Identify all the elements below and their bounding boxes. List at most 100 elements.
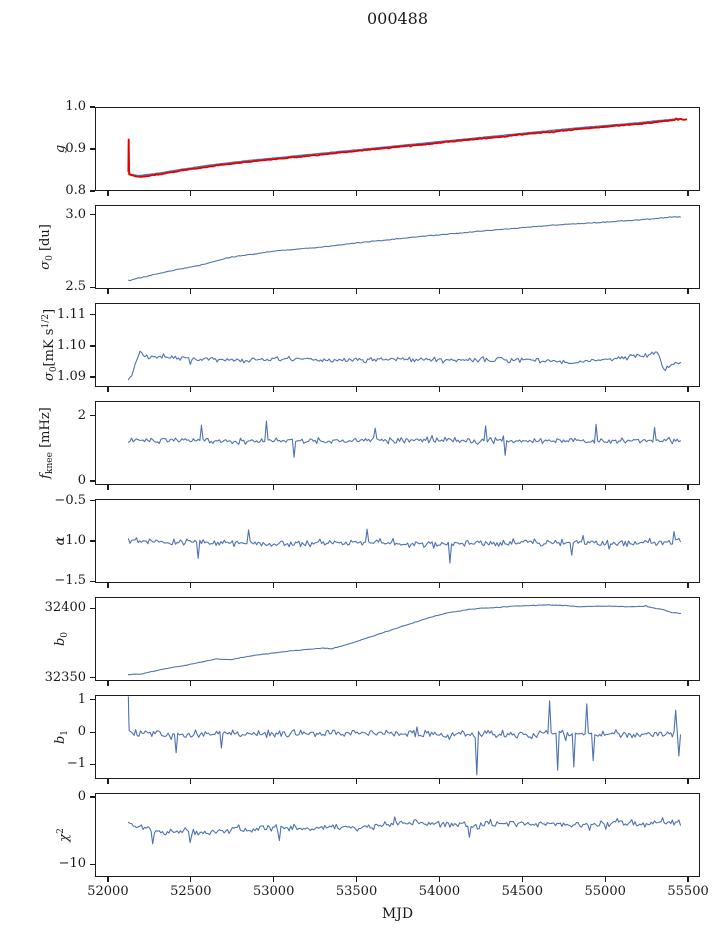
x-tick-mark: [604, 779, 606, 784]
y-tick-mark: [90, 376, 95, 378]
x-tick-mark: [190, 387, 192, 392]
x-tick-mark: [438, 191, 441, 196]
panel-sigma0-mks: [95, 303, 700, 387]
x-axis-label: MJD: [381, 906, 414, 922]
x-tick-mark: [604, 289, 606, 294]
panel-fknee: [95, 401, 700, 485]
y-tick-label: 2.5: [65, 279, 86, 295]
x-tick-mark: [604, 877, 606, 882]
y-tick-mark: [90, 796, 95, 798]
y-tick-label: 32350: [44, 669, 86, 685]
panel-b0: [95, 597, 700, 681]
series-sigma0-du-line: [127, 216, 682, 282]
y-tick-label: −1.5: [54, 573, 86, 589]
x-tick-mark: [190, 485, 192, 490]
x-tick-mark: [355, 387, 358, 392]
plot-area-alpha: [127, 528, 682, 564]
x-tick-mark: [438, 387, 441, 392]
plot-area-chi2: [127, 816, 682, 845]
x-tick-mark: [273, 191, 275, 196]
y-tick-mark: [90, 286, 95, 288]
x-tick-mark: [438, 779, 441, 784]
x-tick-mark: [604, 387, 606, 392]
x-tick-label: 55500: [667, 884, 709, 899]
y-tick-mark: [90, 699, 95, 701]
y-tick-mark: [90, 314, 95, 316]
x-tick-mark: [190, 877, 192, 882]
y-tick-mark: [90, 540, 95, 542]
y-tick-label: 1: [77, 691, 86, 707]
y-tick-mark: [90, 763, 95, 766]
x-tick-mark: [521, 681, 523, 686]
x-tick-mark: [107, 485, 109, 490]
x-tick-mark: [521, 289, 523, 294]
x-tick-mark: [107, 387, 109, 392]
x-tick-label: 53500: [335, 884, 378, 899]
y-tick-label: 32400: [44, 600, 86, 616]
y-tick-mark: [90, 415, 95, 417]
y-tick-label: 0: [77, 724, 86, 740]
y-tick-mark: [90, 190, 95, 192]
x-tick-mark: [190, 583, 192, 588]
y-tick-label: −0.5: [54, 492, 86, 508]
x-tick-mark: [521, 387, 523, 392]
x-tick-label: 54500: [501, 884, 543, 899]
figure-title: 000488: [366, 9, 429, 28]
y-tick-label: 1.0: [65, 99, 86, 114]
y-tick-label: −1.0: [54, 533, 86, 548]
y-tick-mark: [90, 580, 95, 582]
x-tick-mark: [355, 485, 358, 490]
x-tick-mark: [604, 191, 606, 196]
x-tick-mark: [355, 877, 358, 882]
y-tick-label: 0.8: [65, 183, 86, 198]
x-tick-mark: [107, 779, 109, 784]
x-tick-mark: [687, 583, 689, 588]
x-tick-mark: [687, 779, 689, 784]
y-tick-label: 1.11: [57, 306, 86, 322]
y-tick-label: 0.9: [65, 141, 86, 156]
panel-alpha: [95, 499, 700, 583]
plot-area-sigma0-du: [127, 216, 682, 282]
plot-area-b1: [127, 696, 682, 776]
y-tick-mark: [90, 213, 95, 216]
y-tick-label: 1.10: [57, 337, 86, 353]
x-tick-mark: [190, 779, 192, 784]
x-tick-mark: [107, 681, 109, 686]
x-tick-mark: [521, 583, 523, 588]
x-tick-label: 53000: [252, 884, 295, 899]
x-tick-mark: [190, 191, 192, 196]
x-tick-mark: [273, 877, 275, 882]
y-tick-mark: [90, 148, 95, 150]
x-tick-mark: [438, 583, 441, 588]
x-tick-mark: [604, 583, 606, 588]
y-tick-label: −10: [58, 856, 86, 872]
y-tick-mark: [90, 106, 95, 108]
x-tick-mark: [438, 877, 441, 882]
x-tick-mark: [521, 779, 523, 784]
plot-area-sigma0-mks: [127, 350, 682, 381]
x-tick-mark: [521, 191, 523, 196]
y-tick-mark: [90, 500, 95, 502]
series-fknee-line: [127, 420, 682, 458]
x-tick-mark: [521, 877, 523, 882]
x-tick-mark: [355, 289, 358, 294]
y-tick-label: 3.0: [65, 206, 86, 222]
x-tick-label: 52500: [170, 884, 212, 899]
series-alpha-line: [127, 528, 682, 564]
y-tick-mark: [90, 863, 95, 865]
y-tick-label: −1: [66, 756, 86, 772]
y-tick-mark: [90, 480, 95, 482]
x-tick-mark: [273, 583, 275, 588]
panel-chi2: [95, 793, 700, 877]
x-tick-mark: [687, 289, 689, 294]
x-tick-mark: [438, 289, 441, 294]
x-tick-mark: [687, 485, 689, 490]
plot-area-b0: [127, 604, 682, 676]
y-tick-label: 0: [77, 473, 86, 489]
x-tick-mark: [273, 681, 275, 686]
x-tick-mark: [687, 387, 689, 392]
x-tick-mark: [355, 681, 358, 686]
x-tick-mark: [107, 583, 109, 588]
x-tick-mark: [355, 779, 358, 784]
y-tick-label: 2: [77, 407, 86, 423]
